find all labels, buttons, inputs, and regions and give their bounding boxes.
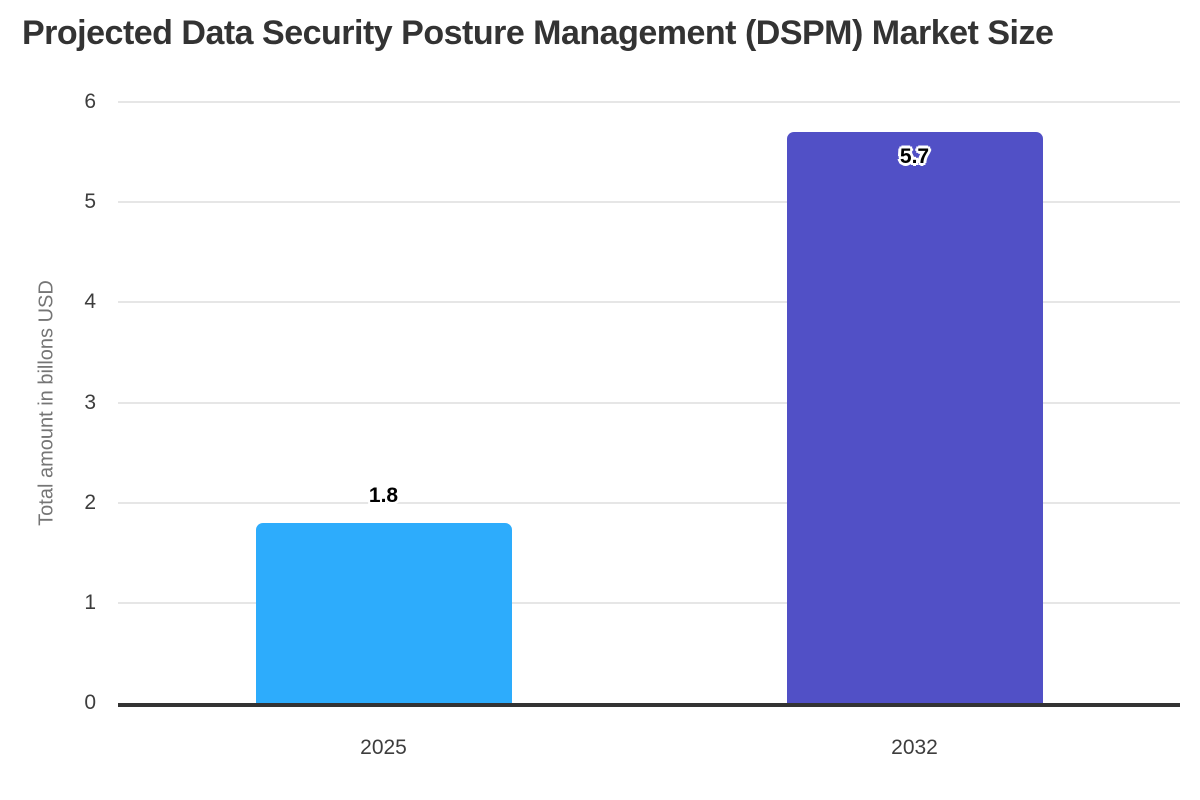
y-tick-label-5: 5	[84, 190, 96, 214]
y-tick-label-3: 3	[84, 390, 96, 414]
gridline-y-3	[118, 401, 1180, 404]
plot-area: 1.8 5.7 0 1 2 3 4 5 6 2025 2032	[84, 90, 1180, 759]
y-tick-label-6: 6	[84, 90, 96, 113]
y-axis-title: Total amount in billons USD	[35, 280, 58, 526]
gridline-y-6	[118, 101, 1180, 103]
y-tick-label-0: 0	[84, 691, 96, 714]
value-label-2025: 1.8	[368, 484, 399, 507]
y-tick-label-2: 2	[84, 490, 96, 514]
x-tick-label-2025: 2025	[360, 736, 407, 759]
x-axis-line	[118, 703, 1180, 707]
y-tick-label-1: 1	[84, 590, 96, 614]
chart-title: Projected Data Security Posture Manageme…	[22, 14, 1054, 52]
value-label-2032: 5.7	[899, 145, 930, 168]
bar-2025	[255, 523, 512, 703]
gridline-y-1	[118, 601, 1180, 604]
gridline-y-5	[118, 201, 1180, 204]
bar-2032	[786, 132, 1043, 703]
gridline-y-2	[118, 501, 1180, 504]
y-tick-label-4: 4	[84, 290, 96, 314]
gridline-y-4	[118, 301, 1180, 304]
x-tick-label-2032: 2032	[891, 736, 938, 759]
